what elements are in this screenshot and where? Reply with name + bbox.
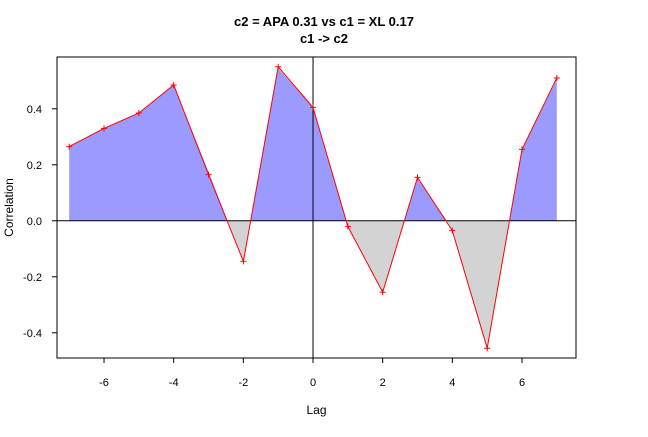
point-marker-lag-2 <box>379 289 386 296</box>
point-marker-lag-1 <box>344 223 351 230</box>
chart-subtitle: c1 -> c2 <box>299 31 349 46</box>
y-axis-label: Correlation <box>2 178 16 237</box>
positive-area-1 <box>250 68 347 221</box>
x-tick-label-2: -2 <box>238 377 248 389</box>
point-marker-lag-6 <box>519 146 526 153</box>
point-marker-lag--7 <box>66 143 73 150</box>
y-tick-label-3: 0.2 <box>27 160 42 172</box>
point-marker-lag-0 <box>310 104 317 111</box>
positive-area-3 <box>509 79 557 221</box>
x-tick-label-0: -6 <box>99 377 109 389</box>
point-marker-lag--4 <box>170 82 177 88</box>
point-marker-lag--1 <box>275 63 282 70</box>
y-tick-label-0: -0.4 <box>23 328 42 340</box>
negative-area-2 <box>446 220 510 349</box>
point-marker-lag-5 <box>484 345 491 352</box>
point-marker-lag-7 <box>553 75 560 81</box>
point-marker-lag-3 <box>414 174 421 181</box>
plot-frame <box>56 56 577 359</box>
x-axis-label: Lag <box>306 403 326 417</box>
y-tick-label-1: -0.2 <box>23 272 42 284</box>
chart-title: c2 = APA 0.31 vs c1 = XL 0.17 <box>234 14 414 29</box>
point-marker-lag--2 <box>240 258 247 265</box>
x-tick-label-3: 0 <box>310 377 316 389</box>
point-marker-lag--3 <box>205 171 212 178</box>
x-tick-label-4: 2 <box>380 377 386 389</box>
y-tick-label-4: 0.4 <box>27 104 42 116</box>
y-tick-label-2: 0.0 <box>27 216 42 228</box>
x-tick-label-5: 4 <box>449 377 455 389</box>
point-marker-lag-4 <box>449 227 456 234</box>
point-marker-lag--6 <box>101 125 108 132</box>
positive-area-2 <box>404 177 447 221</box>
positive-area-0 <box>69 85 228 221</box>
x-tick-label-6: 6 <box>519 377 525 389</box>
negative-area-1 <box>346 220 405 293</box>
point-marker-lag--5 <box>135 110 142 116</box>
x-tick-label-1: -4 <box>169 377 179 389</box>
